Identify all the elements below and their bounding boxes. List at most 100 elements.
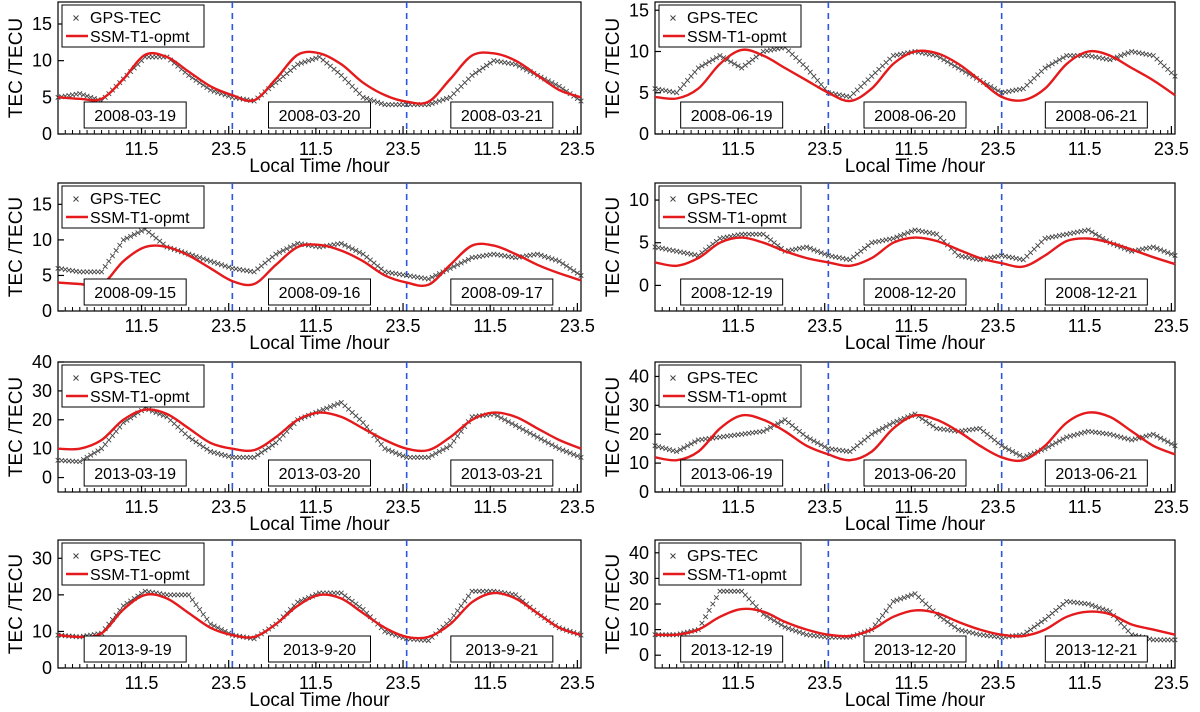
- gps-tec-marker: [146, 229, 152, 235]
- gps-tec-marker: [995, 88, 1001, 94]
- gps-tec-marker: [717, 53, 723, 59]
- gps-tec-marker: [1009, 448, 1016, 455]
- x-tick-label: 23.5: [1154, 497, 1189, 517]
- x-tick-label: 11.5: [721, 673, 755, 693]
- gps-tec-marker: [688, 73, 694, 79]
- y-tick-label: 30: [32, 548, 52, 568]
- gps-tec-marker: [571, 268, 577, 274]
- x-tick-label: 11.5: [125, 139, 159, 159]
- gps-tec-marker: [251, 269, 257, 275]
- x-tick-label: 23.5: [1154, 139, 1189, 159]
- gps-tec-marker: [505, 419, 511, 425]
- gps-tec-marker: [364, 254, 370, 260]
- x-axis-label: Local Time /hour: [845, 156, 986, 177]
- gps-tec-marker: [1168, 441, 1175, 447]
- y-tick-label: 10: [32, 230, 52, 250]
- ssm-model-line: [57, 242, 582, 288]
- gps-tec-marker: [429, 274, 435, 280]
- date-label: 2008-06-20: [874, 108, 956, 125]
- y-axis-label: TEC /TECU: [6, 377, 27, 477]
- gps-tec-marker: [447, 443, 453, 449]
- gps-tec-marker: [771, 240, 777, 246]
- gps-tec-marker: [364, 95, 370, 102]
- gps-tec-marker: [153, 235, 159, 241]
- gps-tec-marker: [451, 438, 457, 444]
- gps-tec-marker: [320, 407, 326, 413]
- gps-tec-marker: [800, 431, 806, 437]
- gps-tec-marker: [207, 258, 214, 264]
- gps-tec-marker: [858, 440, 864, 446]
- gps-tec-marker: [814, 77, 821, 83]
- gps-tec-marker: [818, 81, 824, 88]
- legend-label-gps: GPS-TEC: [687, 10, 758, 27]
- gps-tec-marker: [850, 446, 857, 452]
- gps-tec-marker: [109, 433, 116, 439]
- gps-tec-marker: [699, 620, 705, 626]
- date-box: [680, 459, 784, 487]
- gps-tec-marker: [1045, 63, 1052, 69]
- gps-tec-marker: [465, 593, 472, 599]
- gps-tec-marker: [695, 65, 701, 71]
- gps-tec-marker: [1107, 57, 1113, 63]
- y-tick-label: 20: [629, 594, 649, 614]
- legend-box: [658, 4, 802, 48]
- x-axis-label: Local Time /hour: [845, 690, 986, 711]
- legend-marker-gps: [73, 553, 79, 559]
- gps-tec-marker: [218, 262, 225, 268]
- gps-tec-marker: [113, 247, 119, 254]
- x-tick-label: 23.5: [211, 316, 246, 336]
- y-axis-label: TEC /TECU: [603, 554, 624, 654]
- chart-panel-1: 11.5 23.5 11.5 23.5 11.5 23.5 0 5 10 15 Local Time…: [6, 1, 595, 177]
- x-tick-label: 23.5: [386, 316, 421, 336]
- gps-tec-marker: [207, 87, 214, 93]
- legend-box: [61, 364, 205, 408]
- gps-tec-marker: [684, 77, 691, 83]
- gps-tec-marker: [872, 429, 878, 435]
- gps-tec-marker: [760, 231, 766, 237]
- gps-tec-marker: [542, 253, 548, 260]
- gps-tec-marker: [894, 234, 900, 240]
- chart-panel-2: 11.5 23.5 11.5 23.5 11.5 23.5 0 5 10 15 Local Time…: [603, 0, 1189, 177]
- x-tick-label: 11.5: [299, 139, 333, 159]
- gps-tec-marker: [818, 250, 824, 256]
- gps-tec-marker: [1118, 53, 1124, 59]
- gps-tec-marker: [782, 624, 788, 630]
- gps-tec-marker: [789, 422, 795, 429]
- gps-tec-marker: [120, 237, 126, 243]
- gps-tec-marker: [1035, 621, 1041, 628]
- gps-tec-marker: [923, 418, 929, 424]
- gps-tec-marker: [1042, 65, 1048, 71]
- gps-tec-marker: [433, 99, 439, 105]
- legend-marker-gps: [670, 15, 676, 21]
- gps-tec-marker: [814, 440, 821, 446]
- gps-tec-marker: [728, 59, 734, 65]
- x-tick-label: 11.5: [895, 497, 929, 517]
- gps-tec-marker: [538, 436, 544, 442]
- y-tick-label: 10: [629, 42, 649, 62]
- date-box: [450, 278, 554, 306]
- gps-tec-marker: [692, 69, 698, 75]
- x-tick-label: 23.5: [560, 139, 595, 159]
- gps-tec-marker: [531, 432, 537, 438]
- y-tick-label: 0: [639, 124, 649, 144]
- date-box: [680, 635, 784, 663]
- gps-tec-marker: [1092, 603, 1099, 610]
- gps-tec-marker: [353, 247, 359, 254]
- gps-tec-marker: [894, 597, 900, 603]
- gps-tec-marker: [117, 242, 123, 248]
- gps-tec-marker: [374, 263, 381, 269]
- legend-label-gps: GPS-TEC: [687, 548, 758, 565]
- y-axis-label: TEC /TECU: [6, 554, 27, 654]
- gps-tec-marker: [883, 423, 889, 430]
- y-tick-label: 20: [32, 585, 52, 605]
- x-tick-label: 11.5: [473, 673, 507, 693]
- date-label: 2008-09-15: [94, 285, 176, 302]
- gps-tec-marker: [865, 434, 871, 440]
- gps-tec-marker: [197, 441, 203, 447]
- gps-tec-marker: [1056, 438, 1063, 444]
- gps-tec-marker: [804, 434, 810, 440]
- gps-tec-marker: [822, 251, 828, 257]
- gps-tec-marker: [215, 260, 221, 267]
- date-box: [680, 101, 784, 129]
- date-box: [83, 101, 187, 129]
